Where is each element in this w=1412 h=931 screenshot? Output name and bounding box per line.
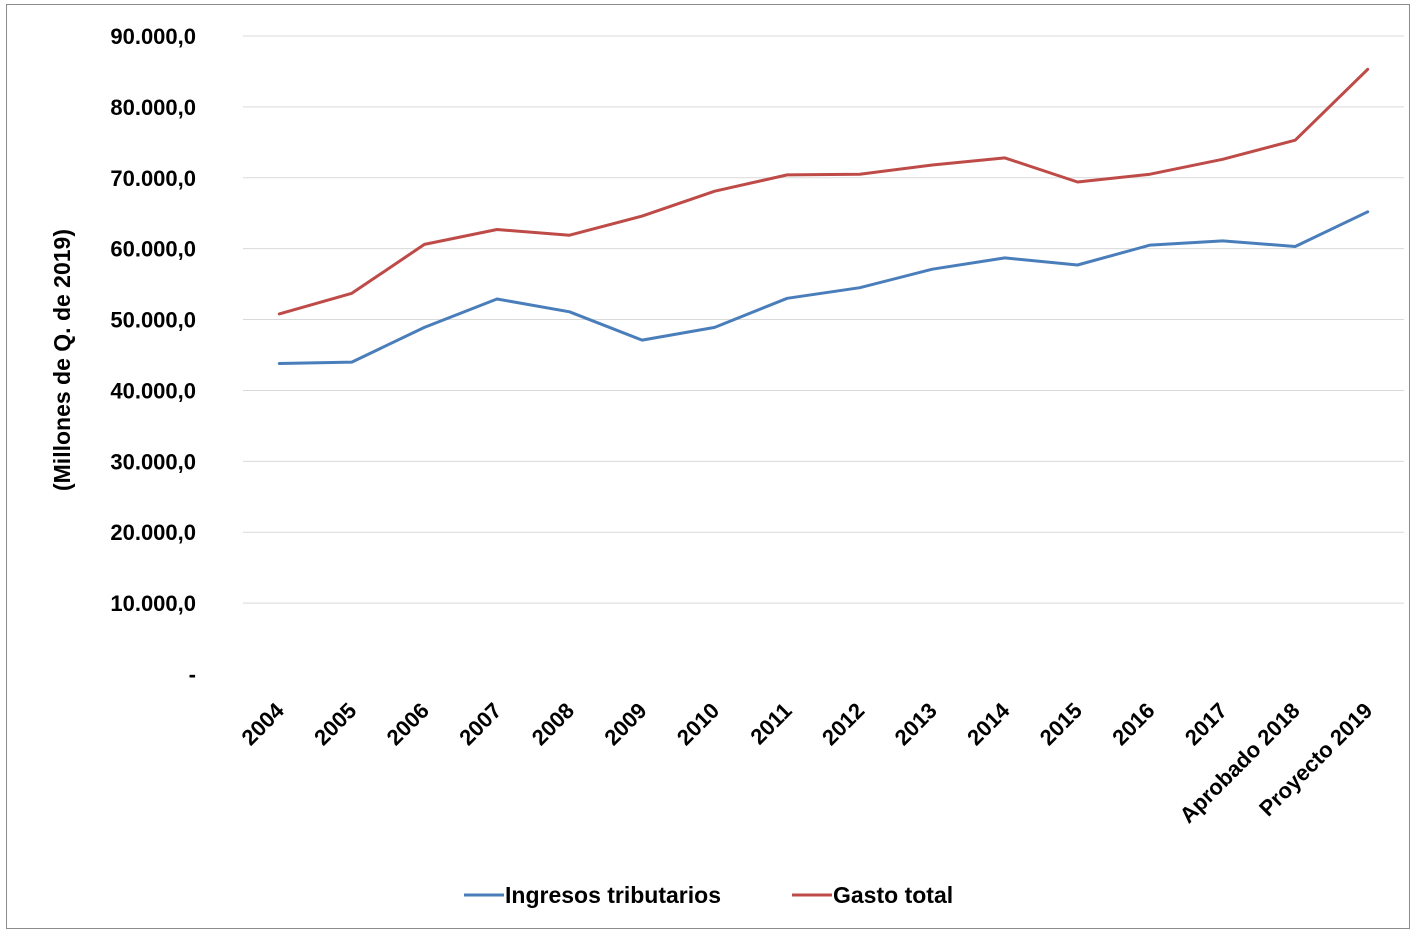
y-tick-label: 50.000,0 — [110, 308, 196, 333]
x-tick-label: 2006 — [382, 698, 434, 750]
x-tick-label: 2012 — [817, 698, 869, 750]
x-tick-label: 2008 — [527, 698, 579, 750]
legend: Ingresos tributarios Gasto total — [464, 882, 953, 908]
x-axis-ticks: 2004 2005 2006 2007 2008 2009 2010 2011 2012 2013… — [237, 697, 1378, 828]
y-tick-label: 10.000,0 — [110, 591, 196, 616]
x-tick-label: 2004 — [237, 697, 290, 750]
series-lines — [277, 67, 1370, 365]
y-tick-label: 90.000,0 — [110, 24, 196, 49]
y-axis-ticks: - 10.000,0 20.000,0 30.000,0 40.000,0 50.000,… — [110, 24, 196, 687]
y-tick-label: - — [189, 662, 196, 687]
y-tick-label: 40.000,0 — [110, 378, 196, 403]
x-tick-label: 2011 — [745, 698, 796, 749]
y-axis-title: (Millones de Q. de 2019) — [49, 229, 75, 491]
y-tick-label: 70.000,0 — [110, 166, 196, 191]
chart-frame — [6, 4, 1410, 929]
series-line-1 — [277, 210, 1370, 365]
series-line-2 — [277, 67, 1370, 316]
x-tick-label: 2007 — [454, 698, 506, 750]
y-tick-label: 60.000,0 — [110, 237, 196, 262]
x-tick-label: 2009 — [599, 698, 651, 750]
x-tick-label: 2013 — [890, 698, 942, 750]
legend-label: Gasto total — [833, 882, 953, 908]
x-tick-label: 2014 — [962, 697, 1015, 750]
x-tick-label: 2005 — [309, 698, 361, 750]
x-tick-label: 2016 — [1107, 698, 1159, 750]
x-tick-label: 2010 — [672, 698, 724, 750]
legend-label: Ingresos tributarios — [505, 882, 721, 908]
y-tick-label: 80.000,0 — [110, 95, 196, 120]
x-tick-label: 2017 — [1180, 698, 1232, 750]
gridlines — [243, 35, 1404, 604]
y-tick-label: 20.000,0 — [110, 520, 196, 545]
y-tick-label: 30.000,0 — [110, 449, 196, 474]
x-tick-label: 2015 — [1035, 698, 1087, 750]
